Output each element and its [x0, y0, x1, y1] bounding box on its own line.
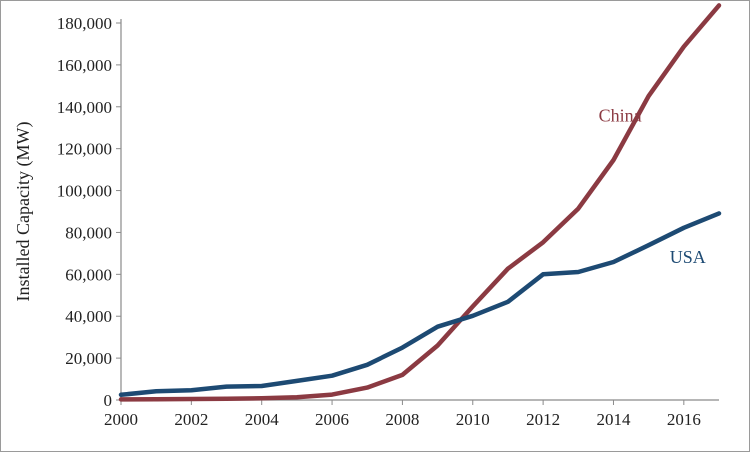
x-tick-label: 2004 [245, 410, 280, 429]
x-tick-label: 2014 [596, 410, 631, 429]
x-tick-label: 2006 [315, 410, 349, 429]
x-tick-label: 2002 [174, 410, 208, 429]
axes [120, 19, 719, 401]
x-tick-label: 2010 [456, 410, 490, 429]
series-line-china [118, 3, 722, 402]
x-tick-label: 2016 [667, 410, 701, 429]
y-tick-label: 60,000 [65, 265, 112, 284]
series-lines [118, 3, 722, 402]
series-labels: China USA [599, 105, 706, 266]
y-axis-title: Installed Capacity (MW) [13, 122, 34, 302]
y-tick-label: 20,000 [65, 349, 112, 368]
x-tick-label: 2008 [385, 410, 419, 429]
y-tick-label: 0 [104, 391, 113, 410]
y-tick-label: 180,000 [57, 14, 112, 33]
x-tick-label: 2012 [526, 410, 560, 429]
y-tick-label: 40,000 [65, 307, 112, 326]
y-tick-label: 100,000 [57, 182, 112, 201]
y-tick-label: 160,000 [57, 56, 112, 75]
x-axis-ticks: 2000 2002 2004 2006 2008 2010 2012 2014 2016 [104, 400, 701, 429]
y-tick-label: 80,000 [65, 223, 112, 242]
y-tick-label: 140,000 [57, 98, 112, 117]
x-tick-label: 2000 [104, 410, 138, 429]
y-tick-label: 120,000 [57, 140, 112, 159]
series-label-usa: USA [670, 247, 706, 267]
series-line-usa [118, 211, 722, 398]
series-label-china: China [599, 105, 642, 125]
y-axis-ticks: 0 20,000 40,000 60,000 80,000 100,000 120,000 1… [57, 14, 121, 410]
